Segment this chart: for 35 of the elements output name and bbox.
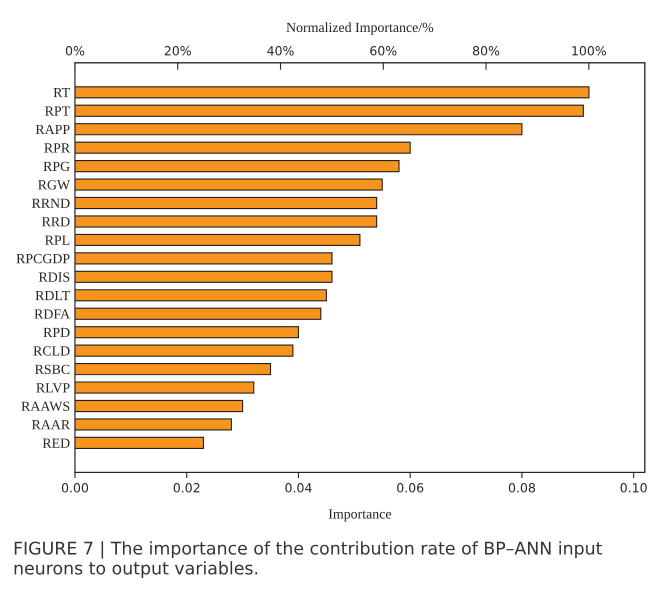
x-tick-label: 0.10	[620, 483, 647, 493]
x2-tick-label: 60%	[370, 46, 396, 56]
y-tick-label: RDLT	[36, 291, 70, 300]
y-tick-label: RAAWS	[21, 402, 70, 412]
x2-tick-label: 40%	[267, 46, 294, 56]
x2-axis-title: Normalized Importance/%	[286, 22, 434, 35]
y-tick-label: RGW	[38, 180, 70, 190]
x2-tick-label: 20%	[164, 46, 191, 56]
y-tick-label: RLVP	[36, 383, 70, 393]
y-tick-label: RPCGDP	[16, 254, 70, 264]
x-tick-label: 0.06	[397, 483, 424, 493]
x-tick-label: 0.00	[62, 483, 88, 493]
y-tick-label: RPD	[44, 328, 70, 338]
x2-tick-label: 0%	[66, 46, 84, 56]
x2-tick-label: 100%	[572, 46, 606, 56]
x-tick-label: 0.08	[508, 483, 535, 493]
y-tick-label: RDFA	[34, 309, 70, 319]
y-tick-label: RAPP	[36, 124, 70, 134]
y-tick-label: RDIS	[38, 272, 70, 282]
x-tick-label: 0.04	[285, 483, 312, 493]
x-axis-title: Importance	[328, 509, 392, 522]
x2-tick-label: 80%	[473, 46, 500, 56]
y-tick-label: RSBC	[35, 364, 70, 374]
y-tick-label: RCLD	[33, 346, 70, 356]
y-tick-label: RRD	[42, 217, 70, 226]
y-tick-label: RPT	[45, 106, 70, 116]
y-tick-label: RPL	[45, 236, 70, 245]
caption: FIGURE 7 | The importance of the contribution rate of BP–ANN input neurons to output variables.	[14, 541, 602, 578]
y-tick-label: RT	[54, 88, 70, 98]
y-tick-label: RAAR	[32, 420, 70, 430]
x-tick-label: 0.02	[174, 483, 200, 493]
y-tick-label: RPG	[44, 162, 70, 172]
y-tick-label: RED	[42, 438, 70, 448]
y-tick-label: RPR	[44, 143, 70, 152]
y-tick-label: RRND	[32, 198, 70, 208]
